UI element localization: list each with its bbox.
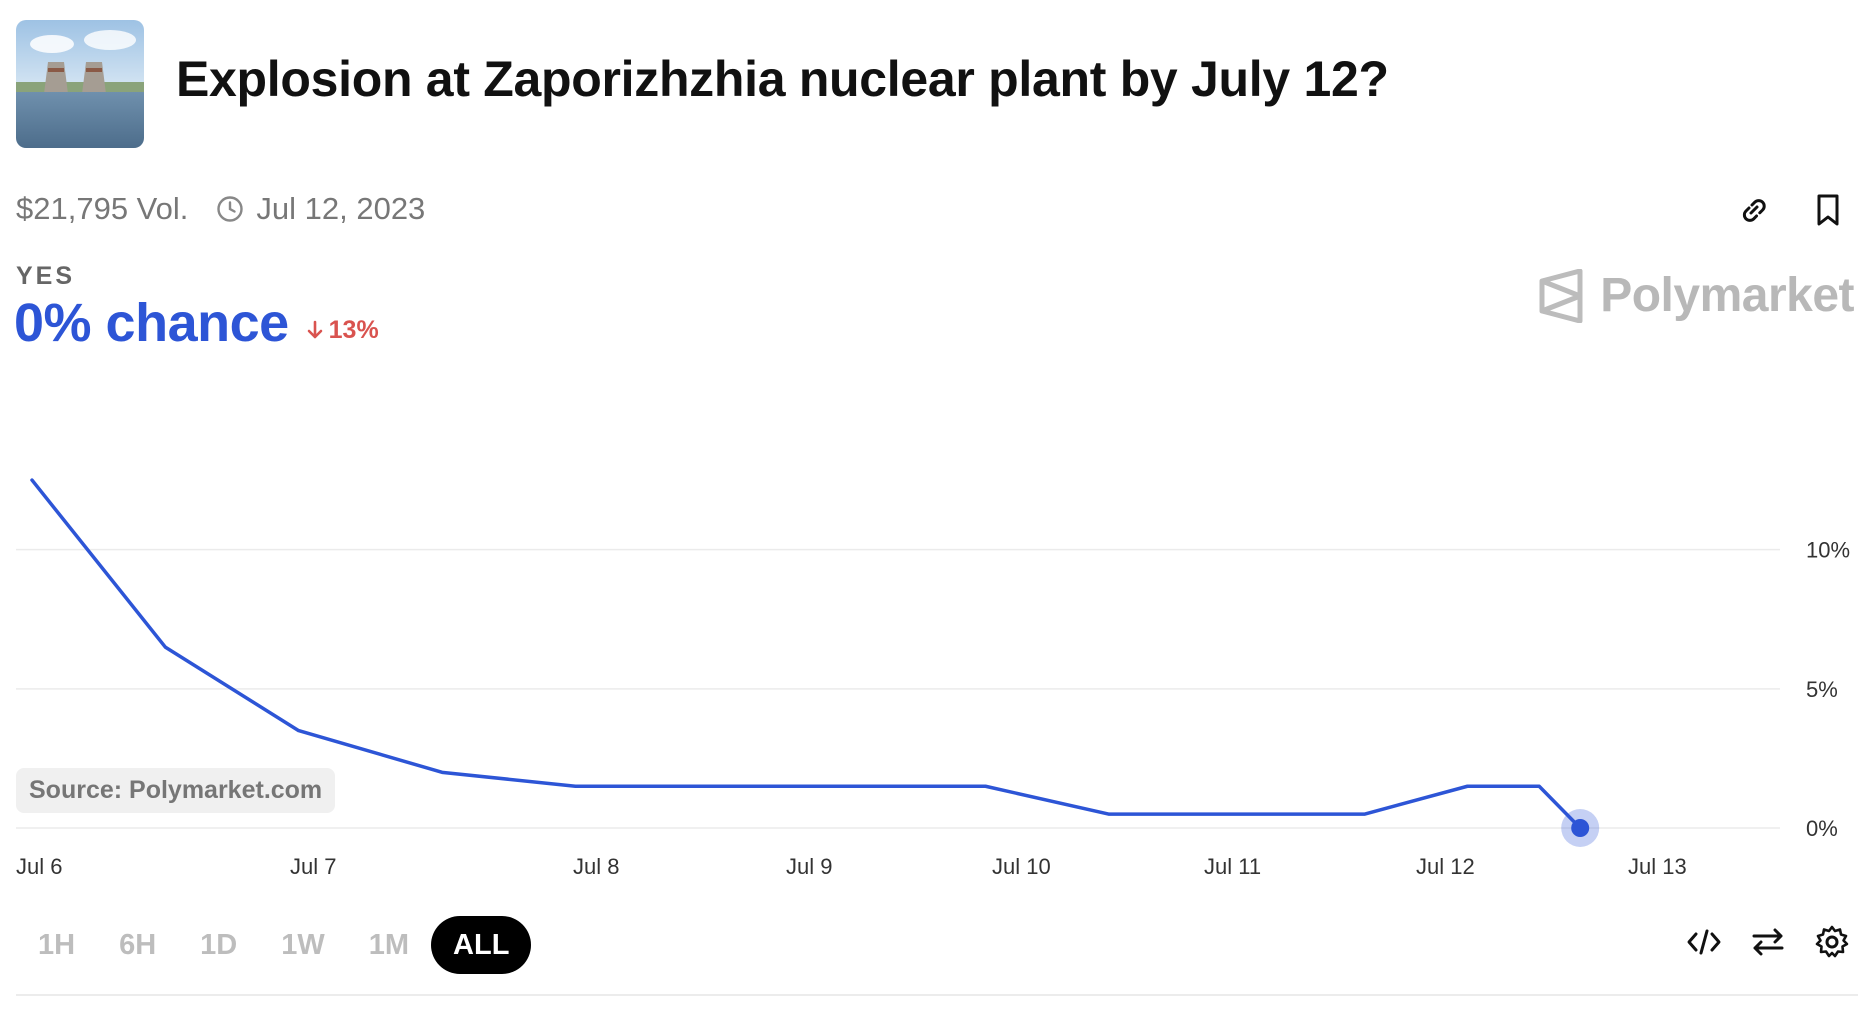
settings-gear-icon[interactable] (1812, 922, 1852, 962)
chance-change: 13% (305, 316, 379, 345)
outcome-label: YES (16, 262, 76, 290)
time-range-1d-button[interactable]: 1D (200, 928, 238, 961)
probability-chart: 10% 5% 0% Jul 6 Jul 7 Jul 8 Jul 9 Jul 10 Jul 11 J… (16, 478, 1850, 879)
y-tick-label: 10% (1806, 538, 1850, 563)
x-tick-label: Jul 9 (786, 854, 832, 879)
x-tick-label: Jul 12 (1416, 854, 1475, 879)
chance-display: 0% chance 13% (14, 292, 379, 354)
x-tick-label: Jul 8 (573, 854, 619, 879)
time-range-1h-button[interactable]: 1H (38, 928, 76, 961)
top-actions (1734, 190, 1848, 230)
x-tick-label: Jul 6 (16, 854, 62, 879)
brand-name: Polymarket (1600, 269, 1854, 322)
market-meta: $21,795 Vol. Jul 12, 2023 (16, 191, 425, 227)
series-line (30, 478, 1582, 830)
y-tick-label: 5% (1806, 677, 1838, 702)
arrow-down-icon (305, 319, 325, 341)
swap-icon[interactable] (1748, 922, 1788, 962)
market-thumbnail (16, 20, 144, 148)
volume-text: $21,795 Vol. (16, 191, 189, 226)
time-range-selector: 1H 6H 1D 1W 1M ALL (16, 916, 532, 974)
x-tick-label: Jul 11 (1204, 854, 1261, 879)
end-date-text: Jul 12, 2023 (256, 191, 426, 226)
time-range-1m-button[interactable]: 1M (368, 928, 410, 961)
time-range-1w-button[interactable]: 1W (281, 928, 325, 961)
link-icon[interactable] (1734, 190, 1774, 230)
chance-change-value: 13% (328, 315, 379, 344)
clock-icon (216, 195, 244, 223)
y-tick-label: 0% (1806, 816, 1838, 841)
bottom-divider (16, 994, 1858, 996)
time-range-6h-button[interactable]: 6H (119, 928, 157, 961)
time-range-all-button[interactable]: ALL (431, 916, 532, 974)
chart-tools (1684, 922, 1852, 962)
x-tick-label: Jul 13 (1628, 854, 1687, 879)
brand-watermark: Polymarket (1538, 268, 1854, 323)
bookmark-icon[interactable] (1808, 190, 1848, 230)
chance-value: 0% chance (14, 293, 289, 353)
market-title: Explosion at Zaporizhzhia nuclear plant … (176, 51, 1389, 107)
source-label: Source: Polymarket.com (16, 768, 336, 813)
polymarket-logo-icon (1538, 268, 1584, 323)
x-tick-label: Jul 10 (992, 854, 1051, 879)
last-point-marker (1571, 819, 1590, 837)
embed-code-icon[interactable] (1684, 922, 1724, 962)
x-tick-label: Jul 7 (290, 854, 336, 879)
